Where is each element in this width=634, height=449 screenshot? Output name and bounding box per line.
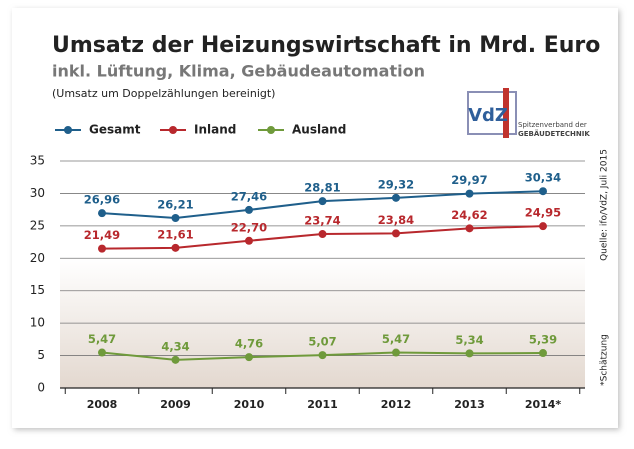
y-tick-label: 10 bbox=[30, 316, 45, 330]
data-label: 22,70 bbox=[231, 220, 267, 234]
y-tick-label: 20 bbox=[30, 251, 45, 265]
legend-item: Gesamt bbox=[55, 123, 141, 137]
x-tick-label: 2014* bbox=[525, 398, 562, 411]
legend-marker bbox=[267, 126, 275, 134]
y-tick-label: 30 bbox=[30, 186, 45, 200]
chart-title: Umsatz der Heizungswirtschaft in Mrd. Eu… bbox=[52, 33, 600, 58]
data-label: 5,47 bbox=[88, 332, 116, 346]
y-tick-label: 35 bbox=[30, 154, 45, 168]
data-point bbox=[245, 236, 253, 245]
data-point bbox=[171, 355, 180, 364]
data-label: 4,76 bbox=[235, 337, 263, 351]
data-point bbox=[539, 349, 547, 358]
data-point bbox=[392, 348, 400, 357]
data-point bbox=[98, 244, 106, 253]
data-label: 29,97 bbox=[451, 173, 487, 187]
data-label: 5,47 bbox=[382, 332, 410, 346]
data-point bbox=[245, 353, 253, 362]
data-point bbox=[318, 351, 327, 360]
legend-marker bbox=[169, 126, 177, 134]
data-point bbox=[392, 193, 400, 202]
data-label: 5,39 bbox=[529, 333, 557, 347]
data-label: 27,46 bbox=[231, 189, 267, 203]
data-label: 5,34 bbox=[455, 333, 483, 347]
data-point bbox=[318, 197, 327, 206]
data-label: 29,32 bbox=[378, 177, 414, 191]
data-label: 21,49 bbox=[84, 228, 120, 242]
legend-label: Inland bbox=[194, 123, 236, 137]
y-tick-label: 15 bbox=[30, 283, 45, 297]
data-point bbox=[465, 189, 474, 198]
data-point bbox=[171, 243, 180, 252]
data-point bbox=[392, 229, 400, 238]
data-label: 30,34 bbox=[525, 171, 561, 185]
data-label: 28,81 bbox=[304, 181, 340, 195]
data-point bbox=[245, 205, 253, 214]
data-label: 21,61 bbox=[157, 227, 193, 241]
logo: VdZ Spitzenverband der GEBÄUDETECHNIK bbox=[467, 88, 590, 138]
logo-line2: GEBÄUDETECHNIK bbox=[518, 129, 590, 138]
legend-label: Ausland bbox=[292, 123, 346, 137]
x-tick-label: 2009 bbox=[160, 398, 191, 411]
data-point bbox=[171, 214, 180, 223]
data-point bbox=[465, 224, 474, 233]
data-point bbox=[465, 349, 474, 358]
x-tick-label: 2012 bbox=[381, 398, 412, 411]
data-point bbox=[98, 348, 106, 357]
data-label: 24,95 bbox=[525, 206, 561, 220]
logo-bar bbox=[503, 88, 509, 138]
data-label: 23,84 bbox=[378, 213, 414, 227]
data-point bbox=[539, 222, 547, 231]
data-label: 23,74 bbox=[304, 214, 340, 228]
x-tick-label: 2010 bbox=[234, 398, 265, 411]
data-label: 4,34 bbox=[161, 339, 189, 353]
legend-label: Gesamt bbox=[89, 123, 141, 137]
data-label: 26,96 bbox=[84, 193, 120, 207]
x-tick-label: 2011 bbox=[307, 398, 338, 411]
source: Quelle: ifo/VdZ, Juli 2015 bbox=[600, 149, 610, 261]
y-tick-label: 25 bbox=[30, 218, 45, 232]
data-label: 5,07 bbox=[308, 335, 336, 349]
legend-item: Inland bbox=[160, 123, 236, 137]
data-point bbox=[98, 209, 106, 218]
data-label: 24,62 bbox=[451, 208, 487, 222]
data-point bbox=[318, 230, 327, 239]
logo-mark: VdZ bbox=[468, 105, 508, 126]
x-tick-label: 2008 bbox=[87, 398, 118, 411]
data-label: 26,21 bbox=[157, 198, 193, 212]
y-tick-label: 0 bbox=[37, 381, 45, 395]
legend-marker bbox=[64, 126, 72, 134]
y-tick-label: 5 bbox=[37, 348, 45, 362]
data-point bbox=[539, 187, 547, 196]
plot: 0 5 10 15 20 25 30 35 2008 2009 2010 2011 2012 2013 20… bbox=[30, 123, 585, 411]
logo-line1: Spitzenverband der bbox=[518, 121, 587, 129]
chart-subtitle: inkl. Lüftung, Klima, Gebäudeautomation bbox=[52, 62, 425, 81]
chart-note: (Umsatz um Doppelzählungen bereinigt) bbox=[52, 87, 275, 100]
legend-item: Ausland bbox=[258, 123, 346, 137]
x-tick-label: 2013 bbox=[454, 398, 485, 411]
footnote: *Schätzung bbox=[600, 334, 610, 386]
